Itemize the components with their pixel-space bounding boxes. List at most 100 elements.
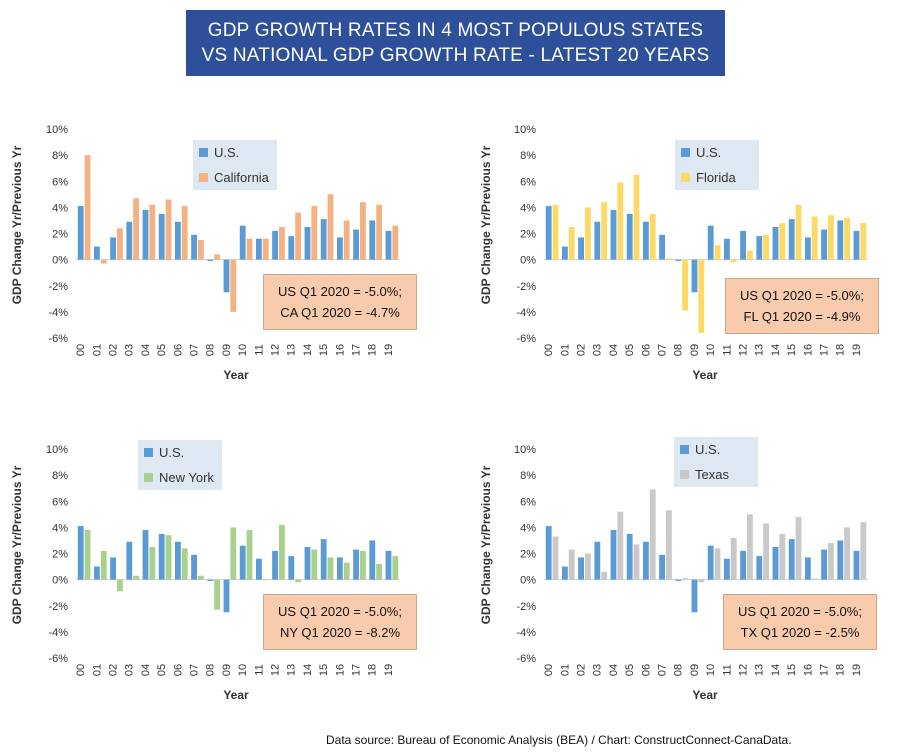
bar-us: [545, 206, 552, 260]
x-tick-label: 15: [786, 664, 798, 676]
bar-us: [191, 554, 197, 580]
bar-state: [552, 204, 559, 260]
x-tick-label: 07: [189, 664, 201, 676]
bar-state: [828, 215, 834, 260]
q1-2020-annotation: US Q1 2020 = -5.0%; CA Q1 2020 = -4.7%: [263, 274, 417, 330]
x-tick-label: 08: [205, 344, 217, 356]
y-tick-label: -2%: [48, 601, 68, 613]
x-tick-label: 00: [75, 344, 87, 356]
y-axis-label: GDP Change Yr/Previous Yr: [10, 145, 24, 305]
bar-us: [545, 526, 552, 580]
bar-us: [853, 230, 860, 260]
bar-us: [320, 539, 327, 580]
x-tick-label: 04: [608, 664, 620, 676]
bar-state: [279, 226, 285, 260]
q1-2020-annotation: US Q1 2020 = -5.0%; FL Q1 2020 = -4.9%: [725, 278, 879, 334]
bar-us: [821, 549, 827, 580]
y-tick-label: -6%: [48, 653, 68, 665]
bar-us: [158, 213, 165, 260]
x-tick-label: 15: [318, 344, 330, 356]
chart-title-banner: GDP GROWTH RATES IN 4 MOST POPULOUS STAT…: [186, 10, 725, 76]
legend-item-us: U.S.: [199, 144, 239, 160]
bar-us: [223, 259, 230, 293]
legend-swatch-state: [144, 472, 153, 482]
legend-item-state: California: [199, 169, 269, 185]
bar-state: [585, 553, 591, 580]
bar-state: [795, 516, 802, 580]
x-tick-label: 03: [592, 344, 604, 356]
bar-chart-new-york: 10% 8% 6% 4% 2% 0% -2% -4% -6% 00 01 02 03 04 05 06 07 08…: [46, 444, 400, 676]
legend-swatch-us: [681, 147, 690, 157]
bar-state: [698, 579, 705, 583]
legend-item-state: Texas: [680, 466, 729, 482]
bar-us: [304, 546, 311, 580]
bar-state: [601, 202, 608, 260]
x-tick-label: 14: [302, 344, 314, 356]
bar-state: [617, 511, 624, 580]
bar-chart-texas: 10% 8% 6% 4% 2% 0% -2% -4% -6% 00 01 02 03 04 05 06 07 08…: [514, 444, 868, 676]
bar-state: [747, 514, 753, 580]
x-tick-label: 16: [334, 664, 346, 676]
x-tick-label: 02: [108, 664, 120, 676]
bar-us: [110, 237, 116, 260]
annotation-line-2: NY Q1 2020 = -8.2%: [279, 625, 401, 640]
bar-state: [149, 546, 156, 580]
x-tick-label: 13: [286, 664, 298, 676]
bar-us: [336, 237, 343, 260]
bar-us: [756, 236, 763, 260]
bar-state: [198, 575, 204, 580]
y-tick-label: 4%: [52, 202, 68, 214]
bar-us: [723, 238, 730, 260]
bar-us: [610, 529, 617, 580]
bar-us: [723, 558, 730, 580]
bar-us: [142, 209, 149, 260]
bar-state: [165, 535, 172, 580]
x-tick-label: 04: [608, 344, 620, 356]
y-tick-label: 4%: [520, 202, 536, 214]
x-tick-label: 09: [689, 344, 701, 356]
y-tick-label: 8%: [52, 470, 68, 482]
x-tick-label: 07: [189, 344, 201, 356]
legend-swatch-us: [199, 147, 208, 157]
x-axis-label: Year: [223, 368, 249, 382]
bar-state: [117, 228, 123, 260]
bar-state: [149, 204, 156, 260]
bar-state: [633, 174, 640, 260]
bar-state: [747, 250, 753, 260]
bar-us: [740, 230, 746, 260]
legend-label-us: U.S.: [695, 441, 721, 457]
bar-state: [343, 562, 350, 580]
x-tick-label: 10: [705, 664, 717, 676]
bar-state: [552, 536, 559, 580]
x-tick-label: 00: [543, 664, 555, 676]
bar-state: [779, 223, 786, 260]
x-tick-label: 08: [673, 344, 685, 356]
bar-state: [844, 217, 851, 260]
bar-us: [740, 550, 746, 580]
x-tick-label: 14: [302, 664, 314, 676]
legend-label-us: U.S.: [159, 444, 185, 460]
y-tick-label: 0%: [520, 575, 536, 587]
legend-label-state: Florida: [696, 169, 736, 185]
bar-state: [295, 212, 302, 260]
bar-state: [214, 254, 221, 260]
x-tick-label: 16: [334, 344, 346, 356]
x-tick-label: 18: [835, 664, 847, 676]
bar-us: [239, 545, 246, 580]
bar-state: [100, 550, 107, 580]
bar-state: [360, 550, 366, 580]
x-tick-label: 05: [156, 344, 168, 356]
x-tick-label: 08: [205, 664, 217, 676]
bar-us: [385, 550, 392, 580]
y-tick-label: 0%: [52, 255, 68, 267]
annotation-line-2: TX Q1 2020 = -2.5%: [740, 625, 860, 640]
bar-us: [578, 237, 584, 260]
bar-state: [165, 199, 172, 260]
bar-state: [601, 571, 608, 580]
y-tick-label: 6%: [520, 496, 536, 508]
x-tick-label: 00: [75, 664, 87, 676]
q1-2020-annotation: US Q1 2020 = -5.0%; NY Q1 2020 = -8.2%: [263, 594, 417, 650]
bar-us: [853, 550, 860, 580]
x-tick-label: 17: [351, 344, 363, 356]
x-tick-label: 06: [172, 664, 184, 676]
